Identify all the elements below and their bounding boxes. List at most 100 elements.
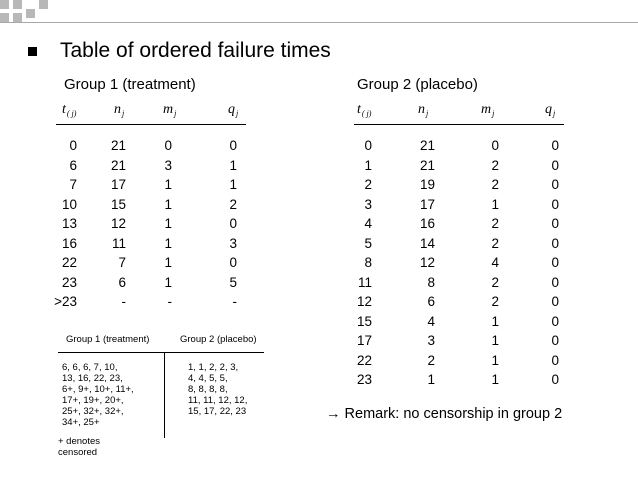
table-cell: 1 [427,372,435,387]
header-n: nj [114,102,125,118]
table-cell: 4 [491,255,499,270]
inset-rule [58,352,264,353]
table-cell: 2 [491,157,499,173]
table-cell: 2 [491,274,499,290]
table-cell: 0 [364,138,372,153]
inset-line: 8, 8, 8, 8, [188,384,228,395]
table-cell: 5 [364,235,372,251]
table-cell: 22 [356,352,372,368]
table-cell: 3 [427,333,435,348]
table-cell: 17 [419,196,435,212]
inset-line: 6, 6, 6, 7, 10, [62,362,118,373]
table-cell: 3 [364,196,372,212]
table-cell: 0 [164,138,172,153]
table-cell: 8 [427,274,435,290]
table-cell: 1 [491,352,499,368]
table-cell: 1 [491,333,499,348]
table-cell: 0 [551,372,559,387]
decor-square [0,13,9,22]
table-cell: 0 [551,216,559,231]
table-cell: 3 [229,235,237,251]
remark-text: → Remark: no censorship in group 2 [326,406,563,422]
table-cell: 1 [164,235,172,251]
table-cell: 17 [356,333,372,348]
table-cell: 11 [111,235,126,251]
table-cell: - [232,294,238,309]
table-cell: 2 [427,352,435,368]
header-t: t( j) [62,102,77,118]
table-cell: 5 [229,274,237,290]
table-cell: 1 [164,177,172,192]
inset-divider [164,352,165,438]
header-t: t( j) [357,102,372,118]
inset-line: 6+, 9+, 10+, 11+, [62,384,134,395]
inset-line: 13, 16, 22, 23, [62,373,123,384]
header-n: nj [418,102,429,118]
inset-line: 34+, 25+ [62,417,100,428]
table-cell: 17 [110,177,126,192]
table-cell: 0 [551,255,559,270]
bullet-square-icon [28,47,37,56]
group1-header-rule [56,124,246,125]
table-cell: 22 [61,255,77,270]
table-cell: 15 [356,313,372,329]
table-cell: 2 [491,216,499,231]
table-cell: 0 [229,216,237,231]
table-cell: 2 [491,294,499,309]
table-cell: 0 [491,138,499,153]
table-cell: 6 [427,294,435,309]
table-cell: 7 [69,177,77,192]
inset-line: 4, 4, 5, 5, [188,373,228,384]
table-cell: >23 [54,294,77,309]
table-cell: 0 [229,138,237,153]
table-cell: 1 [229,157,237,173]
header-m: mj [481,102,495,118]
table-cell: 1 [229,177,237,192]
table-cell: 0 [551,138,559,153]
table-cell: 1 [164,216,172,231]
table-cell: 4 [364,216,372,231]
table-cell: 0 [551,177,559,192]
table-cell: 1 [491,313,499,329]
table-cell: 1 [364,157,372,173]
table-cell: 19 [419,177,435,192]
table-cell: 7 [118,255,126,270]
inset-line: 25+, 32+, 32+, [62,406,124,417]
header-q: qj [545,102,556,118]
table-cell: - [121,294,127,309]
group2-header-rule [354,124,564,125]
decor-square [26,9,35,18]
table-cell: 0 [551,274,559,290]
table-cell: 0 [551,294,559,309]
table-cell: - [167,294,173,309]
table-cell: 2 [491,235,499,251]
slide-title: Table of ordered failure times [60,39,331,62]
table-cell: 2 [364,177,372,192]
table-cell: 6 [118,274,126,290]
inset-header-left: Group 1 (treatment) [66,334,150,345]
decor-square [13,13,22,22]
table-cell: 1 [164,196,172,212]
table-cell: 0 [69,138,77,153]
table-cell: 14 [419,235,435,251]
table-cell: 10 [61,196,77,212]
table-cell: 16 [419,216,435,231]
inset-line: 17+, 19+, 20+, [62,395,124,406]
table-cell: 16 [61,235,77,251]
table-cell: 2 [491,177,499,192]
decor-square [0,0,9,9]
table-cell: 1 [164,274,172,290]
table-cell: 0 [551,196,559,212]
table-cell: 0 [551,157,559,173]
table-cell: 21 [419,157,435,173]
header-m: mj [163,102,177,118]
inset-line: 11, 11, 12, 12, [188,395,248,406]
inset-line: + denotes [58,436,100,447]
table-cell: 21 [419,138,435,153]
table-cell: 12 [419,255,435,270]
decor-square [39,0,48,9]
decor-square [13,0,22,9]
table-cell: 0 [551,235,559,251]
table-cell: 0 [551,333,559,348]
table-cell: 21 [110,157,126,173]
